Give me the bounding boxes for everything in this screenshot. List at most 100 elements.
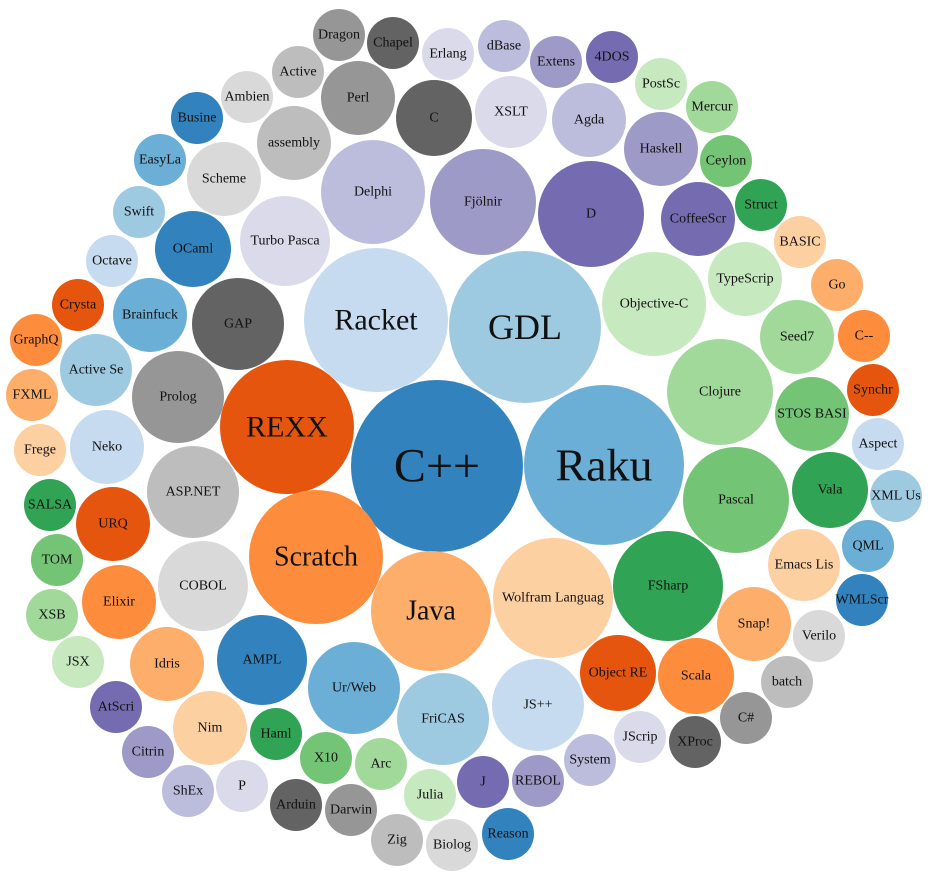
bubble-frege: Frege [14,424,66,476]
bubble-label-c: C++ [394,440,480,493]
bubble-label-j: J [480,775,486,790]
bubble-label-fxml: FXML [13,388,52,403]
bubble-graphq: GraphQ [10,314,62,366]
bubble-circle-turbo-pasca [240,196,330,286]
bubble-label-batch: batch [772,675,802,690]
bubble-circle-xproc [669,716,721,768]
bubble-circle-mercur [686,81,738,133]
bubble-jscrip: JScrip [614,711,666,763]
bubble-label-citrin: Citrin [132,745,165,760]
bubble-circle-scala [658,638,734,714]
bubble-seed7: Seed7 [760,300,834,374]
bubble-circle-tom [31,534,83,586]
bubble-label-coffeescr: CoffeeScr [670,212,727,227]
bubble-label-turbo-pasca: Turbo Pasca [250,234,320,249]
bubble-delphi: Delphi [321,140,425,244]
bubble-circle-basic [774,216,826,268]
bubble-aspect: Aspect [852,418,904,470]
bubble-circle-brainfuck [113,278,187,352]
bubble-label-gdl: GDL [488,307,562,347]
bubble-scheme: Scheme [187,142,261,216]
bubble-atscri: AtScri [90,681,142,733]
bubble-circle-struct [735,179,787,231]
bubble-haml: Haml [250,708,302,760]
bubble-circle-typescrip [708,242,782,316]
bubble-label-ur-web: Ur/Web [332,681,376,696]
bubble-xml-us: XML Us [870,470,922,522]
bubble-nim: Nim [173,691,247,765]
bubble-label-xml-us: XML Us [871,489,921,504]
bubble-label-active-se: Active Se [69,363,124,378]
bubble-label-octave: Octave [92,254,132,269]
bubble-d: D [538,161,644,267]
bubble-label-synchr: Synchr [853,383,893,398]
bubble-label-active: Active [279,65,316,80]
bubble-circle-chapel [367,17,419,69]
bubble-label-asp-net: ASP.NET [166,485,221,500]
bubble-label-biolog: Biolog [433,838,471,853]
bubble-swift: Swift [113,186,165,238]
bubble-dbase: dBase [478,20,530,72]
bubble-label-system: System [569,753,610,768]
bubble-postsc: PostSc [635,58,687,110]
bubble-fxml: FXML [6,369,58,421]
bubble-extens: Extens [530,36,582,88]
bubble-circle-c [351,380,523,552]
bubble-label-racket: Racket [334,304,418,337]
bubble-circle-arduin [270,779,322,831]
bubble-darwin: Darwin [325,784,377,836]
bubble-circle-swift [113,186,165,238]
bubble-label-c: C-- [855,329,874,344]
bubble-4dos: 4DOS [586,31,638,83]
bubble-circle-haml [250,708,302,760]
bubble-label-scheme: Scheme [202,172,246,187]
bubble-zig: Zig [371,814,423,866]
bubble-label-vala: Vala [818,483,844,498]
bubble-circle-raku [524,385,684,545]
bubble-dragon: Dragon [313,9,365,61]
bubble-label-c: C# [738,711,754,726]
bubble-circle-java [371,551,491,671]
bubble-label-busine: Busine [178,111,217,126]
bubble-label-xslt: XSLT [494,105,528,120]
bubble-brainfuck: Brainfuck [113,278,187,352]
bubble-label-js: JS++ [523,698,552,713]
bubble-arduin: Arduin [270,779,322,831]
bubble-shex: ShEx [162,765,214,817]
bubble-circle-xslt [475,76,547,148]
bubble-idris: Idris [130,627,204,701]
bubble-label-swift: Swift [124,205,154,220]
bubble-citrin: Citrin [122,726,174,778]
bubble-busine: Busine [171,92,223,144]
bubble-circle-go [811,259,863,311]
bubble-label-delphi: Delphi [354,185,392,200]
bubble-circle-system [564,734,616,786]
bubble-label-basic: BASIC [779,235,820,250]
bubble-batch: batch [761,656,813,708]
bubble-reason: Reason [482,808,534,860]
bubble-j: J [457,756,509,808]
bubble-verilo: Verilo [793,610,845,662]
bubble-circle-nim [173,691,247,765]
bubble-circle-idris [130,627,204,701]
bubble-fricas: FriCAS [397,673,489,765]
bubble-circle-frege [14,424,66,476]
bubble-qml: QML [842,520,894,572]
bubble-label-darwin: Darwin [330,803,372,818]
bubble-circle-atscri [90,681,142,733]
bubble-label-fsharp: FSharp [648,579,688,594]
bubble-circle-dragon [313,9,365,61]
bubble-label-wmlscr: WMLScr [836,593,889,608]
bubble-circle-cobol [158,541,248,631]
bubble-circle-rexx [220,360,354,494]
bubble-fsharp: FSharp [613,531,723,641]
bubble-circle-fricas [397,673,489,765]
bubble-salsa: SALSA [24,479,76,531]
bubble-label-mercur: Mercur [691,100,733,115]
bubble-label-scratch: Scratch [274,542,358,573]
bubble-circle-4dos [586,31,638,83]
bubble-x10: X10 [300,732,352,784]
bubble-label-zig: Zig [387,833,406,848]
bubble-circle-extens [530,36,582,88]
bubble-label-rexx: REXX [246,411,328,444]
